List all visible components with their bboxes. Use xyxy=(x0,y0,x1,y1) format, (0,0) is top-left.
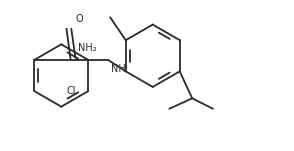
Text: NH: NH xyxy=(111,64,126,74)
Text: O: O xyxy=(76,14,83,24)
Text: Cl: Cl xyxy=(66,86,76,96)
Text: NH₂: NH₂ xyxy=(78,43,96,53)
